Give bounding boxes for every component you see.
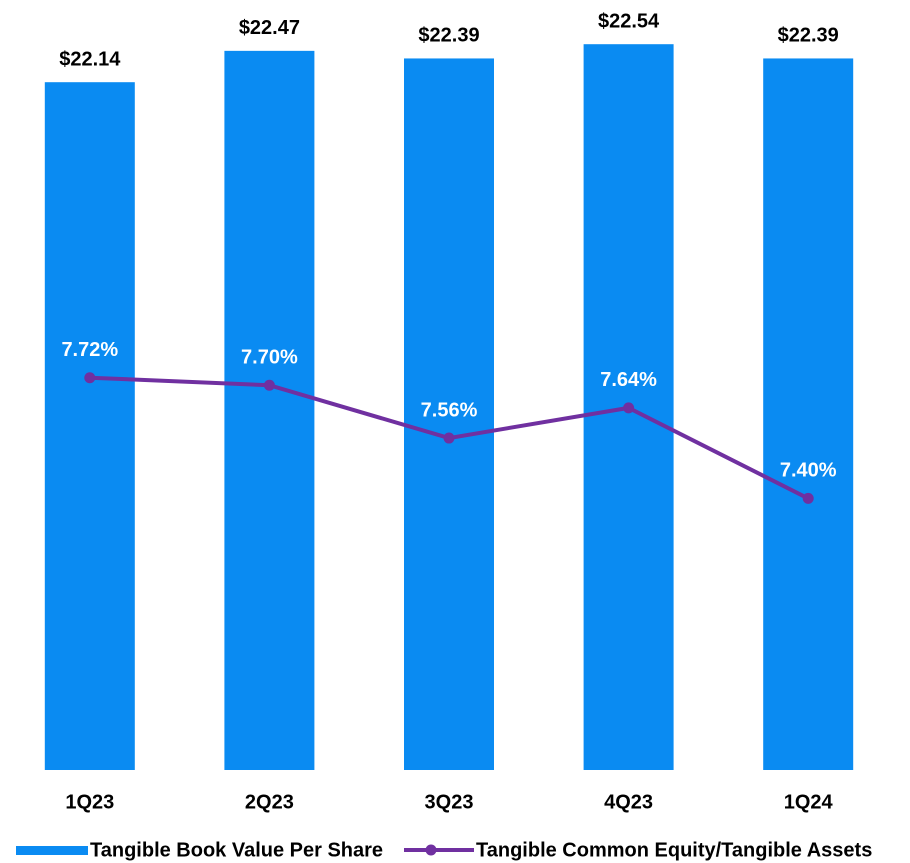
point: [84, 372, 96, 384]
data-label: 7.70%: [241, 347, 298, 369]
data-label: $22.39: [778, 25, 839, 47]
data-label: 7.40%: [780, 460, 837, 482]
data-label: $22.54: [598, 10, 660, 32]
data-label: 7.64%: [600, 369, 657, 391]
point: [443, 432, 455, 444]
data-label: 7.56%: [421, 399, 478, 421]
x-tick-label: 2Q23: [245, 791, 294, 813]
point: [263, 379, 275, 391]
data-label: 7.72%: [61, 339, 118, 361]
x-tick-label: 3Q23: [425, 791, 474, 813]
point: [623, 402, 635, 414]
x-tick-label: 1Q24: [784, 791, 834, 813]
legend-label: Tangible Common Equity/Tangible Assets: [476, 839, 872, 861]
bar: [44, 82, 135, 770]
bar: [404, 58, 494, 770]
x-tick-label: 1Q23: [65, 791, 114, 813]
data-label: $22.39: [418, 25, 479, 47]
data-label: $22.47: [239, 17, 300, 39]
x-tick-label: 4Q23: [604, 791, 653, 813]
legend-label: Tangible Book Value Per Share: [90, 839, 383, 861]
point: [802, 492, 814, 504]
legend-swatch: [16, 846, 88, 855]
legend-swatch: [425, 844, 437, 856]
bar: [763, 58, 854, 770]
bar: [224, 50, 315, 771]
data-label: $22.14: [59, 48, 121, 70]
